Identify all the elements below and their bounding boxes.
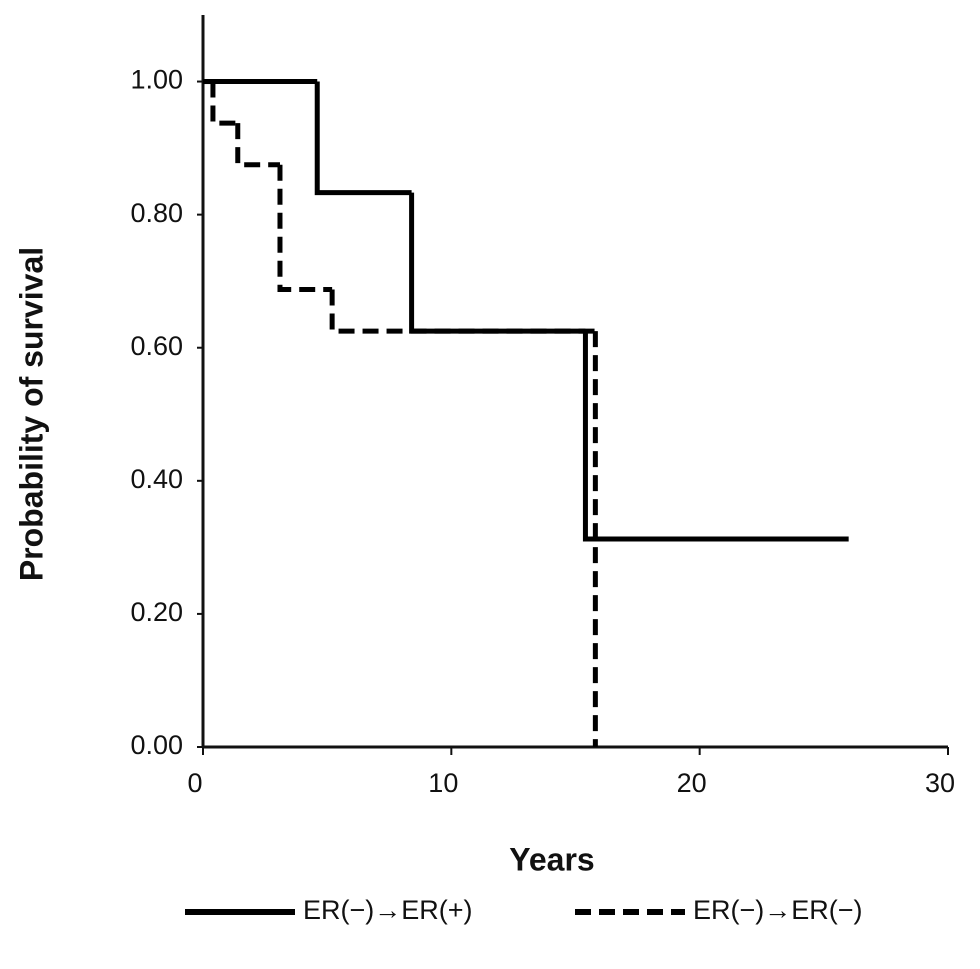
x-tick-label: 10 [428, 768, 458, 798]
survival-step [277, 164, 333, 292]
x-tick-label: 20 [677, 768, 707, 798]
survival-step [329, 289, 596, 334]
x-axis-title: Years [509, 841, 594, 877]
y-tick-label: 1.00 [130, 65, 183, 95]
x-tick-label: 0 [187, 768, 202, 798]
legend-label: ER(−)→ER(−) [693, 895, 863, 925]
y-tick-label: 0.80 [130, 198, 183, 228]
legend-label: ER(−)→ER(+) [303, 895, 473, 925]
survival-step [235, 123, 280, 168]
x-tick-label: 30 [925, 768, 955, 798]
survival-step [409, 192, 586, 334]
y-tick-label: 0.40 [130, 464, 183, 494]
y-tick-label: 0.20 [130, 597, 183, 627]
y-tick-label: 0.00 [130, 730, 183, 760]
y-tick-label: 0.60 [130, 331, 183, 361]
survival-step [582, 331, 849, 542]
survival-step [314, 81, 412, 196]
y-axis-title: Probability of survival [13, 247, 49, 581]
survival-step [210, 81, 238, 126]
